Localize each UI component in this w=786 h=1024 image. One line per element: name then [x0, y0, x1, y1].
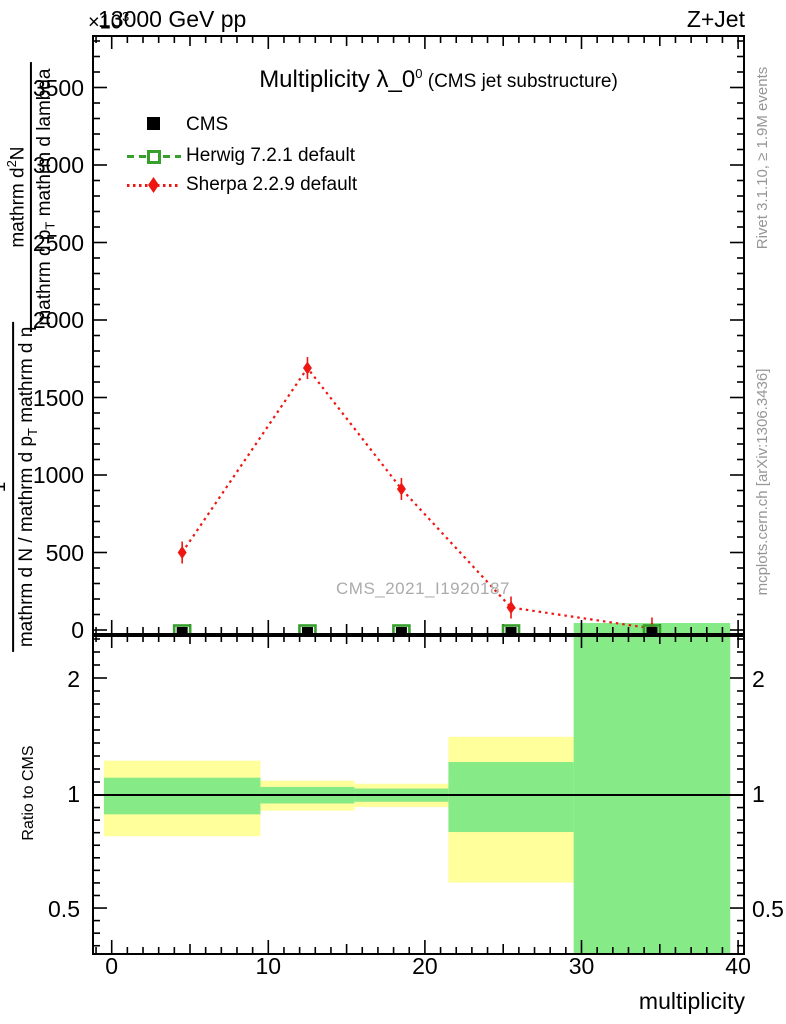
cms-point	[176, 627, 188, 633]
x-tick-label: 20	[412, 953, 438, 979]
x-tick-label: 40	[725, 953, 751, 979]
ratio-tick-label-left: 2	[67, 666, 80, 692]
ratio-band-green	[448, 762, 574, 833]
y-axis-label-lower-numerator: 1	[0, 322, 11, 652]
x-tick-label: 30	[568, 953, 595, 979]
sherpa-marker-icon	[148, 177, 159, 193]
y-main-tick-label: 3500	[32, 74, 84, 101]
cms-point	[505, 627, 517, 633]
herwig-marker-icon	[147, 150, 161, 164]
analysis-watermark: CMS_2021_I1920187	[336, 579, 510, 598]
y-main-tick-label: 0	[71, 617, 84, 643]
fraction-bar	[30, 62, 33, 333]
sherpa-point	[177, 546, 187, 559]
sherpa-point	[396, 482, 406, 496]
y-axis-label-upper-numerator: mathrm d2N	[3, 146, 29, 248]
y-axis-label-upper-denominator: mathrm d pT mathrm d lambda	[34, 68, 59, 326]
y-axis-label-upper-fraction: mathrm d2N mathrm d pT mathrm d lambda	[0, 62, 62, 333]
ratio-tick-label-right: 2	[752, 666, 765, 692]
ratio-plot-panel	[92, 635, 745, 955]
legend-label-cms: CMS	[186, 114, 229, 135]
beam-energy-label: 13000 GeV pp	[98, 6, 247, 32]
mcplots-note: mcplots.cern.ch [arXiv:1306.3436]	[754, 368, 771, 596]
ratio-tick-label-left: 1	[67, 781, 80, 807]
x-axis-label: multiplicity	[638, 988, 745, 1014]
y-main-tick-label: 2000	[32, 307, 84, 333]
y-main-tick-label: 500	[45, 539, 84, 566]
cms-point	[646, 627, 658, 633]
main-plot-panel	[92, 35, 745, 635]
x-tick-label: 10	[255, 953, 282, 979]
legend-label-herwig: Herwig 7.2.1 default	[186, 145, 355, 166]
y-main-tick-label: 3000	[32, 152, 84, 178]
cms-marker-icon	[147, 117, 160, 130]
y-main-tick-label: 1500	[32, 384, 84, 411]
ratio-tick-label-right: 0.5	[752, 896, 784, 922]
legend-label-sherpa: Sherpa 2.2.9 default	[186, 174, 358, 195]
ratio-tick-label-left: 0.5	[48, 896, 80, 922]
cms-point	[301, 627, 313, 633]
plot-title: Multiplicity λ_00 (CMS jet substructure)	[259, 66, 618, 93]
fraction-bar	[12, 321, 15, 652]
y-main-tick-label: 1000	[32, 462, 84, 488]
axis-multiplier: ×103	[88, 9, 130, 34]
sherpa-line	[181, 366, 653, 630]
ratio-band-green	[103, 777, 261, 815]
rivet-version-note: Rivet 3.1.10, ≥ 1.9M events	[754, 66, 771, 250]
ratio-tick-label-right: 1	[752, 781, 765, 807]
x-tick-label: 0	[105, 953, 119, 979]
sherpa-point	[302, 361, 312, 375]
cms-point	[395, 627, 407, 633]
y-main-tick-label: 2500	[32, 229, 84, 256]
process-label: Z+Jet	[686, 6, 745, 32]
sherpa-point	[506, 601, 516, 615]
